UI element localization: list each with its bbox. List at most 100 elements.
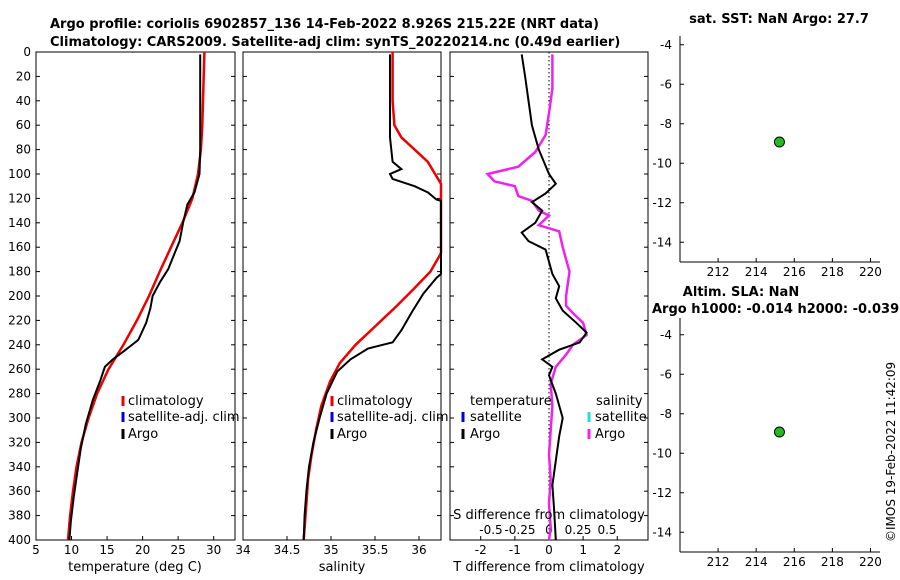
s-difference-tick-label: -0.25 [504,523,535,537]
sst-ytick-label: -10 [652,156,672,170]
legend-t-argo-label: Argo [470,427,500,442]
sst-ytick-label: -8 [660,117,672,131]
legend-temperature-title: temperature [470,394,552,409]
salinity-tick-label: 34.5 [274,543,301,557]
legend-salinity-title: salinity [596,394,643,409]
t-difference-tick-label: -2 [475,543,487,557]
sla-title-line1: Altim. SLA: NaN [683,285,799,300]
temperature-xlabel: temperature (deg C) [68,560,202,575]
depth-tick-label: 80 [16,143,31,157]
depth-tick-label: 160 [8,240,31,254]
title-line1: Argo profile: coriolis 6902857_136 14-Fe… [50,17,599,32]
salinity-argo-line [302,54,442,541]
sst-ytick-label: -6 [660,77,672,91]
sla-xtick-label: 212 [707,555,730,569]
depth-tick-label: 180 [8,265,31,279]
temperature-panel: 5 10 15 20 25 30 0 20 40 60 80 100 120 140 160 180 200 2… [8,45,240,575]
temperature-climatology-line [66,51,206,541]
s-difference-tick-label: 0.5 [597,523,616,537]
depth-tick-label: 380 [8,509,31,523]
salinity-difference-line [485,54,589,541]
depth-tick-label: 260 [8,362,31,376]
sst-ytick-label: -4 [660,38,672,52]
depth-tick-label: 240 [8,338,31,352]
salinity-panel: 34 34.5 35 35.5 36 climatology satellite-adj… [235,51,449,575]
legend-satellite-label: satellite-adj. clim [337,410,449,425]
temperature-tick-label: 20 [135,543,150,557]
t-difference-tick-label: 0 [545,543,553,557]
salinity-xlabel: salinity [319,560,366,575]
temperature-difference-line [520,54,588,541]
temperature-tick-label: 15 [99,543,114,557]
temperature-argo-line [68,54,202,541]
s-difference-tick-label: 0 [545,523,553,537]
legend-s-satellite-label: satellite [595,410,647,425]
sla-xtick-label: 218 [821,555,844,569]
s-difference-tick-label: 0.25 [565,523,592,537]
salinity-tick-label: 35.5 [362,543,389,557]
salinity-axes-frame [242,51,442,541]
depth-tick-label: 340 [8,460,31,474]
t-difference-xlabel: T difference from climatology [452,560,645,575]
sla-location-marker [773,426,785,438]
t-difference-tick-label: 2 [613,543,621,557]
salinity-tick-label: 34 [235,543,250,557]
sla-panel: Altim. SLA: NaN Argo h1000: -0.014 h2000… [652,285,899,569]
sla-ytick-label: -6 [660,367,672,381]
legend-climatology-label: climatology [337,394,413,409]
depth-tick-label: 200 [8,289,31,303]
sst-xtick-label: 212 [707,265,730,279]
sst-ytick-label: -14 [652,235,672,249]
depth-tick-label: 120 [8,191,31,205]
temperature-tick-label: 30 [206,543,221,557]
sst-xtick-label: 216 [783,265,806,279]
depth-tick-label: 320 [8,435,31,449]
difference-legend: temperature salinity satellite Argo sate… [461,394,647,442]
temperature-legend: climatology satellite-adj. clim Argo [121,394,240,442]
temperature-tick-label: 25 [171,543,186,557]
s-difference-tick-label: -0.5 [479,523,502,537]
t-difference-tick-label: -1 [509,543,521,557]
sst-title: sat. SST: NaN Argo: 27.7 [689,12,869,27]
legend-argo-label: Argo [337,427,367,442]
depth-tick-label: 20 [16,69,31,83]
temperature-tick-label: 5 [32,543,40,557]
depth-tick-label: 60 [16,118,31,132]
sla-xtick-label: 214 [745,555,768,569]
legend-t-satellite-label: satellite [470,410,522,425]
t-difference-tick-label: 1 [579,543,587,557]
sst-xtick-label: 220 [859,265,882,279]
sst-panel: sat. SST: NaN Argo: 27.7 -4 -6 -8 -10 -12 -14… [652,12,882,279]
temperature-tick-label: 10 [64,543,79,557]
legend-satellite-label: satellite-adj. clim [128,410,240,425]
salinity-tick-label: 35 [323,543,338,557]
depth-tick-label: 360 [8,484,31,498]
legend-argo-label: Argo [128,427,158,442]
sla-xtick-label: 220 [859,555,882,569]
s-difference-xlabel: S difference from climatology [453,508,645,523]
sla-ytick-label: -14 [652,525,672,539]
title-line2: Climatology: CARS2009. Satellite-adj cli… [50,35,620,50]
sst-location-marker [773,136,785,148]
depth-tick-label: 280 [8,387,31,401]
salinity-tick-label: 36 [411,543,426,557]
sla-ytick-label: -10 [652,446,672,460]
depth-tick-label: 300 [8,411,31,425]
depth-tick-label: 40 [16,94,31,108]
sla-title-line2: Argo h1000: -0.014 h2000: -0.039 [652,302,899,317]
sst-xtick-label: 214 [745,265,768,279]
temperature-axes-frame [35,51,236,541]
depth-tick-label: 140 [8,216,31,230]
sla-ytick-label: -12 [652,486,672,500]
sst-xtick-label: 218 [821,265,844,279]
depth-tick-label: 400 [8,533,31,547]
imos-watermark: ©IMOS 19-Feb-2022 11:42:09 [884,362,898,542]
depth-tick-label: 100 [8,167,31,181]
depth-tick-label: 220 [8,313,31,327]
depth-tick-label: 0 [23,45,31,59]
sla-xtick-label: 216 [783,555,806,569]
sla-ytick-label: -8 [660,407,672,421]
difference-panel: -2 -1 0 1 2 -0.5 -0.25 0 0.25 0.5 temperature sal… [449,51,649,575]
salinity-legend: climatology satellite-adj. clim Argo [330,394,449,442]
